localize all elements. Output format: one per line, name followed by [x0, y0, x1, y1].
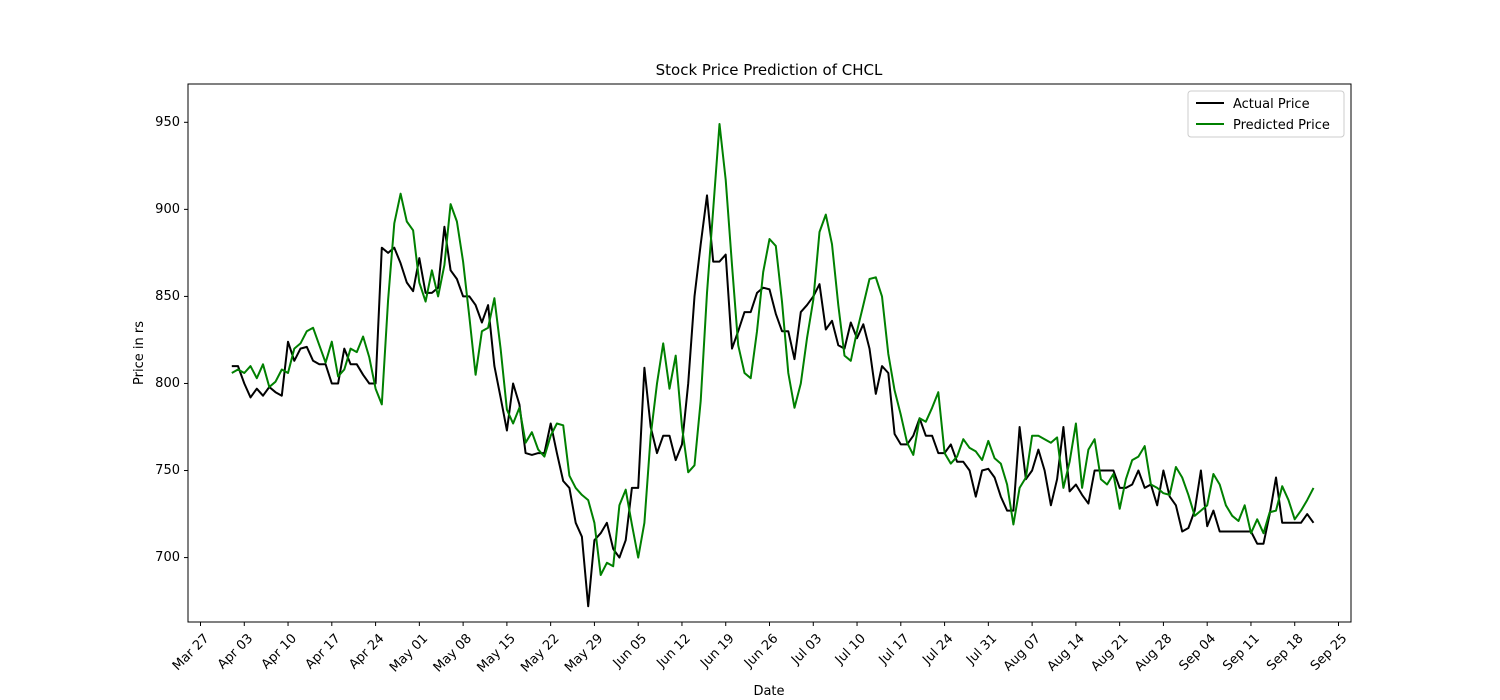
series-layer [231, 123, 1315, 608]
y-tick-label: 800 [155, 376, 180, 391]
y-tick-label: 700 [155, 550, 180, 565]
plot-area [188, 84, 1351, 622]
y-axis: 700 750 800 850 900 950 [155, 115, 188, 565]
legend-label-predicted: Predicted Price [1233, 118, 1330, 133]
series-line-actual [231, 194, 1315, 608]
legend-box [1187, 90, 1345, 138]
y-tick-label: 900 [155, 202, 180, 217]
y-tick-label: 950 [155, 115, 180, 130]
y-axis-title: Price in rs [132, 321, 147, 385]
x-axis-title: Date [753, 684, 784, 699]
series-line-predicted [231, 123, 1315, 576]
legend-label-actual: Actual Price [1233, 97, 1310, 112]
y-tick-label: 850 [155, 289, 180, 304]
y-tick-label: 750 [155, 463, 180, 478]
chart-title: Stock Price Prediction of CHCL [656, 61, 883, 79]
legend: Actual Price Predicted Price [1187, 90, 1345, 138]
